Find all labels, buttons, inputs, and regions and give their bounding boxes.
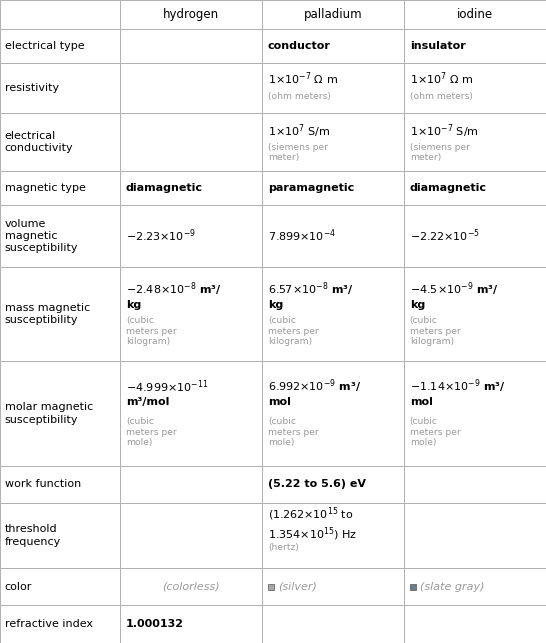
Bar bbox=[0, 29, 120, 62]
Text: $6.57{\times}10^{-8}$ m³/
kg: $6.57{\times}10^{-8}$ m³/ kg bbox=[268, 281, 354, 310]
Text: (ohm meters): (ohm meters) bbox=[410, 92, 473, 101]
Text: (silver): (silver) bbox=[278, 582, 317, 592]
Text: paramagnetic: paramagnetic bbox=[268, 183, 354, 193]
Text: color: color bbox=[5, 582, 32, 592]
Text: (colorless): (colorless) bbox=[162, 582, 220, 592]
Bar bbox=[120, 0, 262, 29]
Text: insulator: insulator bbox=[410, 41, 466, 51]
Text: (cubic
meters per
mole): (cubic meters per mole) bbox=[268, 417, 318, 447]
Text: electrical
conductivity: electrical conductivity bbox=[5, 131, 73, 153]
Text: molar magnetic
susceptibility: molar magnetic susceptibility bbox=[5, 402, 93, 424]
Bar bbox=[404, 204, 546, 267]
Bar bbox=[404, 29, 546, 62]
Bar bbox=[0, 606, 120, 643]
Text: diamagnetic: diamagnetic bbox=[126, 183, 203, 193]
Text: (ohm meters): (ohm meters) bbox=[268, 92, 331, 101]
Bar bbox=[404, 0, 546, 29]
Text: resistivity: resistivity bbox=[5, 83, 59, 93]
Text: (siemens per
meter): (siemens per meter) bbox=[410, 143, 470, 162]
Bar bbox=[0, 466, 120, 503]
Text: 1.000132: 1.000132 bbox=[126, 619, 184, 629]
Bar bbox=[404, 361, 546, 466]
Bar bbox=[262, 568, 404, 606]
Text: (slate gray): (slate gray) bbox=[420, 582, 484, 592]
Bar bbox=[120, 171, 262, 204]
Text: (cubic
meters per
mole): (cubic meters per mole) bbox=[126, 417, 176, 447]
Text: $1{\times}10^{7}$ S/m: $1{\times}10^{7}$ S/m bbox=[268, 123, 330, 140]
Bar bbox=[262, 267, 404, 361]
Bar bbox=[262, 466, 404, 503]
Bar bbox=[262, 113, 404, 171]
Text: (cubic
meters per
kilogram): (cubic meters per kilogram) bbox=[126, 316, 176, 346]
Bar bbox=[0, 0, 120, 29]
Text: $-2.48{\times}10^{-8}$ m³/
kg: $-2.48{\times}10^{-8}$ m³/ kg bbox=[126, 281, 222, 310]
Text: threshold
frequency: threshold frequency bbox=[5, 524, 61, 547]
Text: hydrogen: hydrogen bbox=[163, 8, 219, 21]
Bar bbox=[0, 62, 120, 113]
Text: (cubic
meters per
kilogram): (cubic meters per kilogram) bbox=[410, 316, 460, 346]
Bar bbox=[0, 171, 120, 204]
Text: $1{\times}10^{-7}$ $\Omega$ m: $1{\times}10^{-7}$ $\Omega$ m bbox=[268, 70, 338, 87]
Bar bbox=[0, 113, 120, 171]
Bar bbox=[0, 568, 120, 606]
Bar bbox=[262, 0, 404, 29]
Text: (siemens per
meter): (siemens per meter) bbox=[268, 143, 328, 162]
Bar bbox=[404, 568, 546, 606]
Text: $(1.262{\times}10^{15}$ to
$1.354{\times}10^{15})$ Hz: $(1.262{\times}10^{15}$ to $1.354{\times… bbox=[268, 505, 357, 543]
Text: $-2.23{\times}10^{-9}$: $-2.23{\times}10^{-9}$ bbox=[126, 228, 196, 244]
Text: $1{\times}10^{7}$ $\Omega$ m: $1{\times}10^{7}$ $\Omega$ m bbox=[410, 70, 473, 87]
Text: volume
magnetic
susceptibility: volume magnetic susceptibility bbox=[5, 219, 78, 253]
Text: electrical type: electrical type bbox=[5, 41, 85, 51]
Bar bbox=[120, 204, 262, 267]
Text: (cubic
meters per
kilogram): (cubic meters per kilogram) bbox=[268, 316, 318, 346]
Bar bbox=[404, 466, 546, 503]
Text: diamagnetic: diamagnetic bbox=[410, 183, 486, 193]
Bar bbox=[262, 171, 404, 204]
Text: iodine: iodine bbox=[457, 8, 493, 21]
Bar bbox=[0, 204, 120, 267]
Bar bbox=[120, 267, 262, 361]
Bar bbox=[262, 606, 404, 643]
Text: $6.992{\times}10^{-9}$ m³/
mol: $6.992{\times}10^{-9}$ m³/ mol bbox=[268, 378, 361, 407]
Text: $-1.14{\times}10^{-9}$ m³/
mol: $-1.14{\times}10^{-9}$ m³/ mol bbox=[410, 378, 506, 407]
Text: conductor: conductor bbox=[268, 41, 331, 51]
Bar bbox=[404, 62, 546, 113]
Bar bbox=[262, 503, 404, 568]
Bar bbox=[120, 361, 262, 466]
Text: work function: work function bbox=[5, 479, 81, 489]
Bar bbox=[268, 584, 274, 590]
Bar bbox=[120, 113, 262, 171]
Text: $7.899{\times}10^{-4}$: $7.899{\times}10^{-4}$ bbox=[268, 228, 336, 244]
Text: $1{\times}10^{-7}$ S/m: $1{\times}10^{-7}$ S/m bbox=[410, 123, 478, 140]
Bar bbox=[120, 568, 262, 606]
Bar bbox=[404, 503, 546, 568]
Bar bbox=[404, 267, 546, 361]
Bar bbox=[0, 503, 120, 568]
Text: $-4.5{\times}10^{-9}$ m³/
kg: $-4.5{\times}10^{-9}$ m³/ kg bbox=[410, 281, 498, 310]
Bar bbox=[120, 503, 262, 568]
Text: refractive index: refractive index bbox=[5, 619, 93, 629]
Text: palladium: palladium bbox=[304, 8, 363, 21]
Bar bbox=[120, 29, 262, 62]
Text: $-4.999{\times}10^{-11}$
m³/mol: $-4.999{\times}10^{-11}$ m³/mol bbox=[126, 378, 208, 406]
Bar bbox=[262, 361, 404, 466]
Bar bbox=[262, 29, 404, 62]
Bar bbox=[262, 62, 404, 113]
Text: mass magnetic
susceptibility: mass magnetic susceptibility bbox=[5, 303, 90, 325]
Bar bbox=[0, 361, 120, 466]
Bar bbox=[120, 466, 262, 503]
Text: $-2.22{\times}10^{-5}$: $-2.22{\times}10^{-5}$ bbox=[410, 228, 479, 244]
Text: (5.22 to 5.6) eV: (5.22 to 5.6) eV bbox=[268, 479, 366, 489]
Bar bbox=[404, 606, 546, 643]
Text: (hertz): (hertz) bbox=[268, 543, 299, 552]
Bar bbox=[120, 62, 262, 113]
Bar bbox=[262, 204, 404, 267]
Text: (cubic
meters per
mole): (cubic meters per mole) bbox=[410, 417, 460, 447]
Bar bbox=[410, 584, 416, 590]
Bar bbox=[120, 606, 262, 643]
Bar bbox=[404, 171, 546, 204]
Bar bbox=[404, 113, 546, 171]
Text: magnetic type: magnetic type bbox=[5, 183, 86, 193]
Bar bbox=[0, 267, 120, 361]
